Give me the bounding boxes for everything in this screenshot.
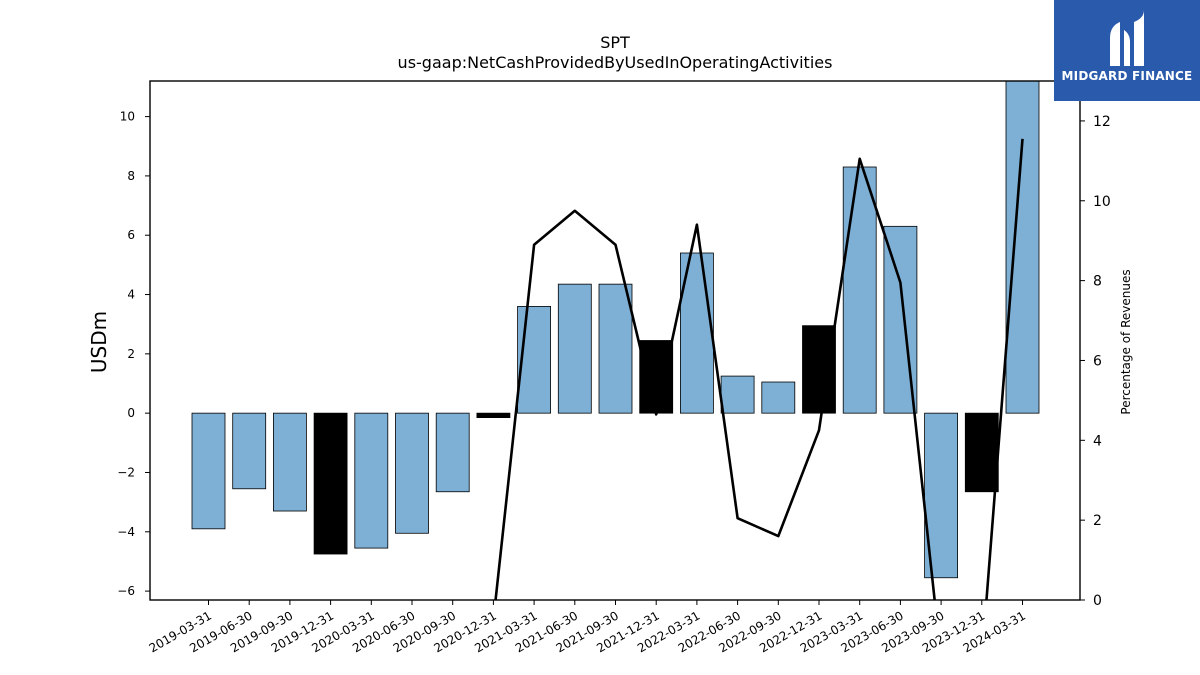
chart-title: SPT — [600, 33, 630, 52]
y2-tick-label: 8 — [1093, 274, 1102, 290]
bar-2020-12-31 — [476, 412, 511, 419]
y2-tick-label: 2 — [1093, 513, 1102, 529]
percentage-line — [494, 138, 1024, 600]
bar-2019-12-31 — [313, 412, 348, 555]
bar-2019-06-30 — [232, 412, 267, 490]
bar-2022-12-31 — [802, 325, 836, 414]
y-tick-label: 6 — [127, 228, 135, 242]
bar-2019-09-30 — [272, 412, 307, 512]
brand-logo: MIDGARD FINANCE — [1054, 0, 1200, 101]
bar-2022-09-30 — [761, 381, 796, 414]
y-tick-label: −2 — [117, 465, 135, 479]
bar-2020-09-30 — [435, 412, 470, 493]
y2-axis-label: Percentage of Revenues — [1119, 269, 1133, 414]
chart-subtitle: us-gaap:NetCashProvidedByUsedInOperating… — [398, 53, 833, 72]
bar-2023-12-31 — [964, 412, 999, 493]
y2-tick-label: 10 — [1093, 194, 1111, 210]
y-tick-label: 8 — [127, 169, 135, 183]
midgard-logo-icon — [1110, 10, 1144, 66]
bar-2023-03-31 — [842, 166, 877, 414]
bar-2020-03-31 — [354, 412, 389, 549]
bar-2021-09-30 — [598, 283, 633, 414]
bar-2019-03-31 — [191, 412, 226, 530]
y-tick-label: 4 — [127, 288, 135, 302]
bar-2021-12-31 — [639, 340, 674, 414]
y-tick-label: −6 — [117, 584, 135, 598]
brand-name: MIDGARD FINANCE — [1061, 69, 1193, 83]
bar-2021-06-30 — [557, 283, 592, 414]
bar-2024-03-31 — [1005, 81, 1040, 414]
y-tick-label: 2 — [127, 347, 135, 361]
y2-tick-label: 12 — [1093, 114, 1111, 130]
bar-2021-03-31 — [517, 305, 551, 414]
y2-tick-label: 0 — [1093, 593, 1102, 609]
y-tick-label: 0 — [127, 406, 135, 420]
y2-tick-label: 6 — [1093, 353, 1102, 369]
bar-2020-06-30 — [395, 412, 429, 534]
y-tick-label: 10 — [120, 110, 135, 124]
bar-2022-06-30 — [720, 375, 755, 414]
y-tick-label: −4 — [117, 525, 135, 539]
plot-area — [191, 81, 1040, 600]
y-axis-label: USDm — [87, 311, 111, 373]
y2-tick-label: 4 — [1093, 433, 1102, 449]
